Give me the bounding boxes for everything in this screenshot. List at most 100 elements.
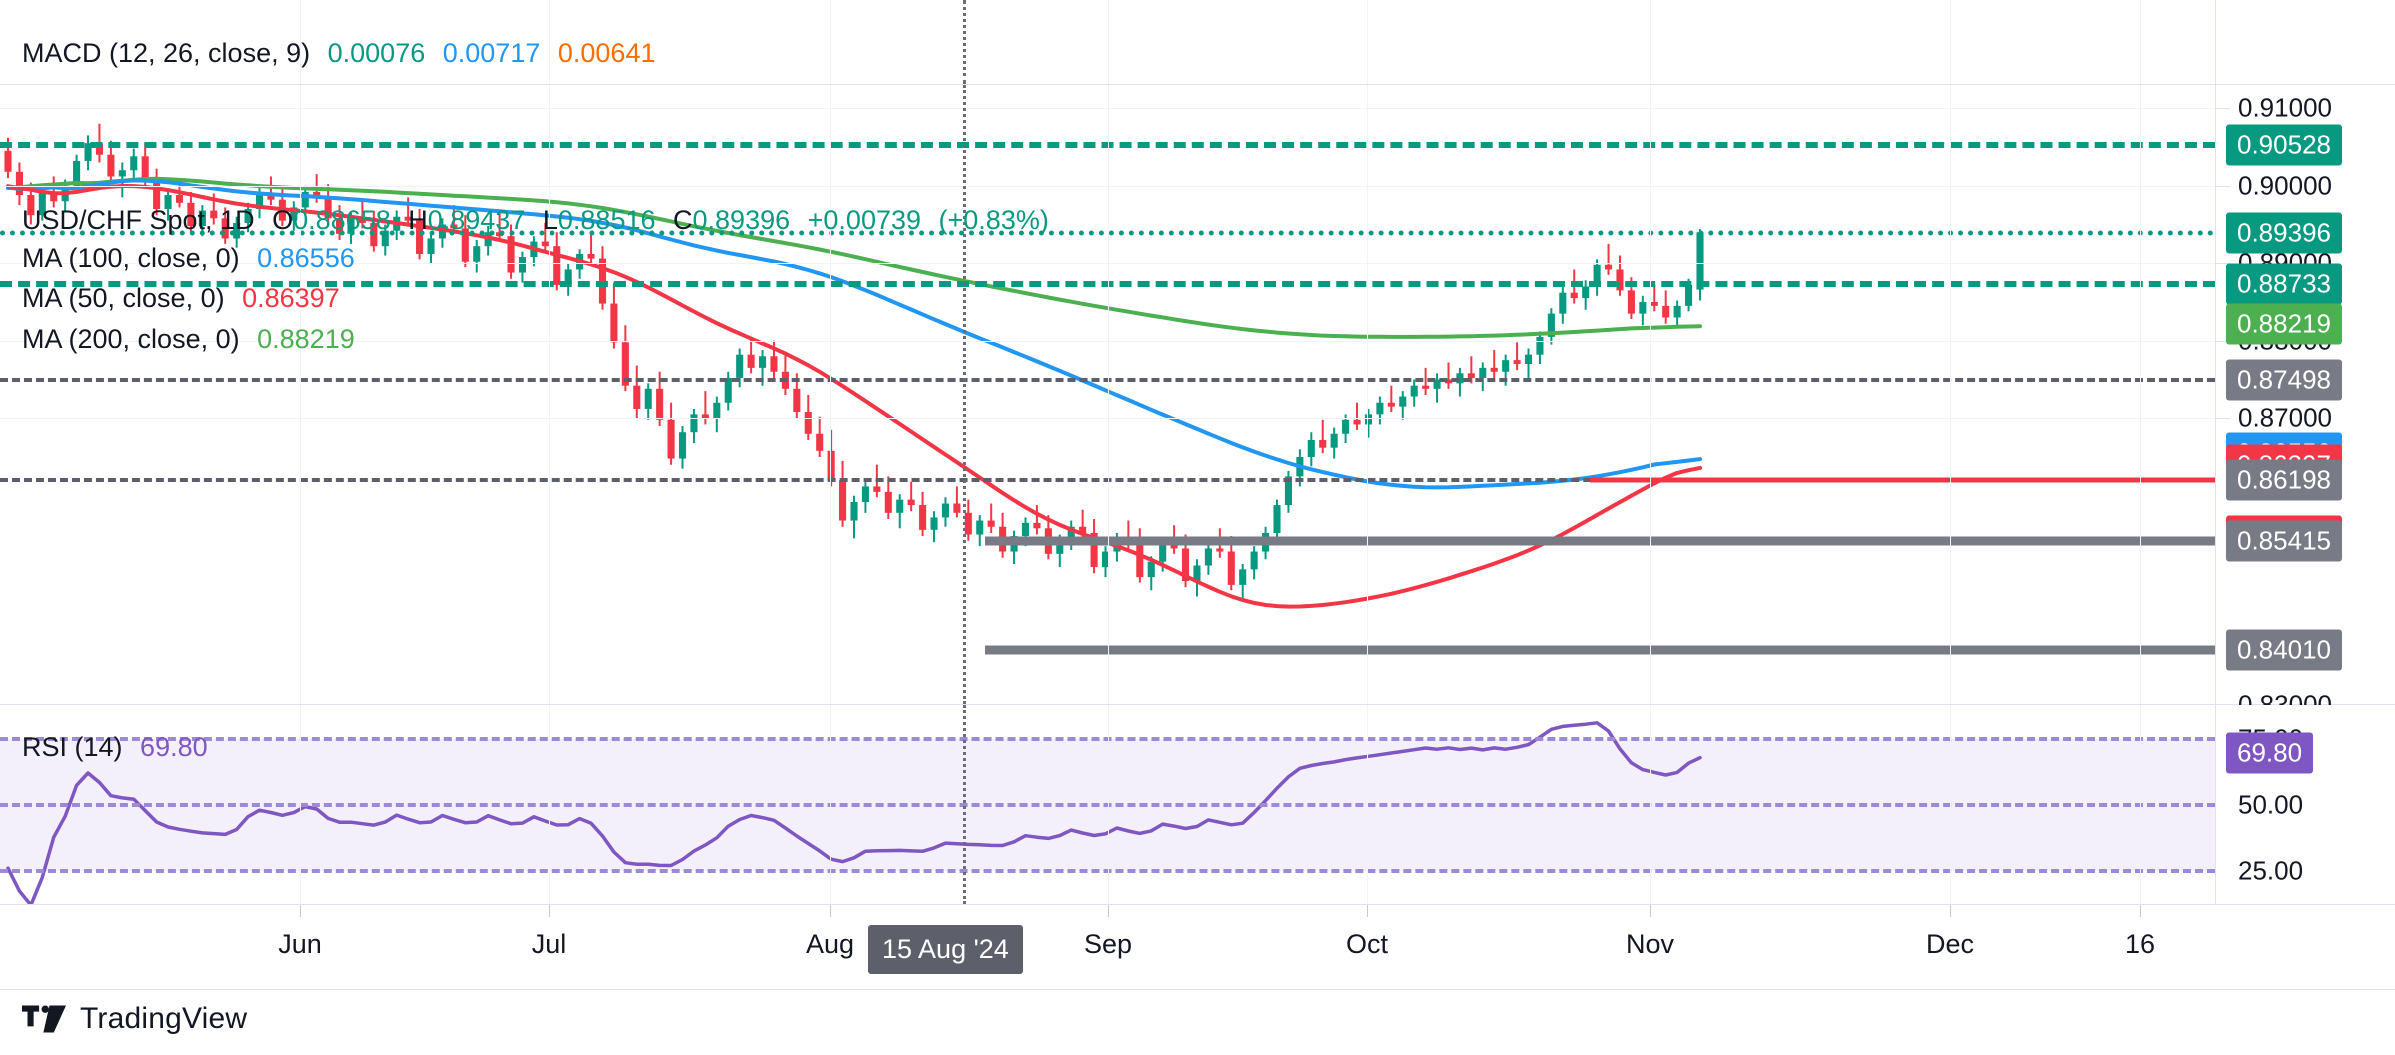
symbol-legend: USD/CHF Spot, 1D O0.88658 H0.89437 L0.88…: [22, 205, 1049, 235]
price-axis-tick-mark: [2216, 263, 2230, 265]
crosshair-vertical-line: [963, 705, 966, 904]
time-axis-tick: [549, 905, 550, 917]
time-gridline: [300, 85, 301, 704]
price-axis-badge[interactable]: 0.84010: [2226, 629, 2342, 671]
change-value: +0.00739: [807, 205, 922, 235]
rsi-axis-badge[interactable]: 69.80: [2226, 732, 2314, 774]
price-gridline: [0, 340, 2215, 342]
price-gridline: [0, 263, 2215, 265]
resistance-line-088733: [0, 280, 2215, 287]
time-gridline: [830, 85, 831, 704]
tradingview-wordmark: TradingView: [80, 1002, 248, 1035]
time-gridline: [549, 85, 550, 704]
time-gridline: [549, 705, 550, 904]
price-axis-badge[interactable]: 0.89396: [2226, 212, 2342, 254]
rsi-series: [6, 721, 1702, 904]
price-axis-tick-mark: [2216, 185, 2230, 187]
price-gridline: [0, 418, 2215, 420]
time-axis-label: Jul: [531, 929, 567, 959]
time-gridline: [1108, 85, 1109, 704]
macd-value: 0.00076: [327, 38, 426, 68]
price-axis-badge[interactable]: 0.88733: [2226, 263, 2342, 305]
symbol-ticker: USD/CHF Spot: [22, 205, 206, 235]
ma100-value: 0.86556: [257, 243, 355, 273]
price-gridline: [0, 108, 2215, 110]
time-gridline: [2140, 705, 2141, 904]
price-axis-tick-mark: [2216, 108, 2230, 110]
time-gridline: [1367, 85, 1368, 704]
price-axis-tick-mark: [2216, 418, 2230, 420]
price-axis-tick-mark: [2216, 340, 2230, 342]
time-gridline: [1650, 85, 1651, 704]
price-axis-tick: 0.87000: [2238, 402, 2332, 433]
macd-legend: MACD (12, 26, close, 9) 0.00076 0.00717 …: [22, 36, 655, 70]
level-line-087498: [0, 377, 2215, 382]
time-gridline: [1650, 705, 1651, 904]
price-axis-badge[interactable]: 0.86198: [2226, 459, 2342, 501]
price-axis-badge[interactable]: 0.88219: [2226, 303, 2342, 345]
macd-pane: MACD (12, 26, close, 9) 0.00076 0.00717 …: [0, 0, 2395, 85]
time-gridline: [300, 0, 301, 84]
rsi-level-line-50: [0, 803, 2215, 807]
rsi-axis-tick: 25.00: [2238, 855, 2304, 886]
rsi-title: RSI (14): [22, 732, 123, 762]
price-axis-badge[interactable]: 0.90528: [2226, 124, 2342, 166]
price-axis-badge[interactable]: 0.87498: [2226, 359, 2342, 401]
price-axis[interactable]: 0.910000.900000.890000.880000.870000.830…: [2215, 85, 2395, 720]
rsi-level-line-75: [0, 737, 2215, 742]
rsi-axis-tick: 50.00: [2238, 789, 2304, 820]
ma50-value: 0.86397: [242, 283, 340, 313]
rsi-value: 69.80: [140, 732, 208, 762]
crosshair-vertical-line: [963, 0, 966, 84]
rsi-legend: RSI (14) 69.80: [22, 730, 208, 764]
high-label: H: [408, 205, 428, 235]
tradingview-mark-icon: [22, 1005, 66, 1033]
time-gridline: [1108, 0, 1109, 84]
time-axis-label: Aug: [805, 929, 855, 959]
ma100-title: MA (100, close, 0): [22, 243, 240, 273]
time-axis-label: 16: [2124, 929, 2156, 959]
time-axis[interactable]: Jun Jul Aug Sep Oct Nov Dec 16: [0, 905, 2395, 990]
macd-axis[interactable]: [2215, 0, 2395, 84]
footer: TradingView: [0, 990, 2395, 1055]
range-bottom-line: [985, 645, 2215, 655]
crosshair-vertical-line: [963, 85, 966, 704]
ma100-legend: MA (100, close, 0) 0.86556: [22, 241, 355, 275]
resistance-line-090528: [0, 141, 2215, 148]
time-gridline: [2140, 85, 2141, 704]
time-axis-tick: [830, 905, 831, 917]
price-plot-area[interactable]: [0, 85, 2215, 704]
price-axis-tick: 0.90000: [2238, 170, 2332, 201]
time-gridline: [1108, 705, 1109, 904]
low-value: 0.88516: [557, 205, 656, 235]
time-axis-label: Oct: [1345, 929, 1389, 959]
low-label: L: [542, 205, 558, 235]
tradingview-logo[interactable]: TradingView: [22, 1002, 247, 1036]
macd-title: MACD (12, 26, close, 9): [22, 38, 311, 68]
time-axis-label: Sep: [1083, 929, 1133, 959]
time-gridline: [830, 705, 831, 904]
time-gridline: [1950, 705, 1951, 904]
close-value: 0.89396: [692, 205, 791, 235]
ma-projection-line: [1590, 477, 2215, 483]
time-axis-label: Dec: [1925, 929, 1975, 959]
price-axis-badge[interactable]: 0.85415: [2226, 520, 2342, 562]
time-gridline: [549, 0, 550, 84]
price-gridline: [0, 185, 2215, 187]
open-label: O: [272, 205, 294, 235]
time-gridline: [2140, 0, 2141, 84]
high-value: 0.89437: [427, 205, 526, 235]
time-gridline: [1367, 0, 1368, 84]
macd-plot-area[interactable]: [0, 0, 2215, 84]
time-gridline: [1650, 0, 1651, 84]
time-axis-label: Nov: [1625, 929, 1675, 959]
range-top-line: [985, 536, 2215, 546]
rsi-plot-area[interactable]: [0, 705, 2215, 904]
macd-histogram-value: 0.00641: [557, 38, 656, 68]
price-pane: 0.910000.900000.890000.880000.870000.830…: [0, 85, 2395, 720]
time-axis-tick: [1367, 905, 1368, 917]
ma200-title: MA (200, close, 0): [22, 324, 240, 354]
